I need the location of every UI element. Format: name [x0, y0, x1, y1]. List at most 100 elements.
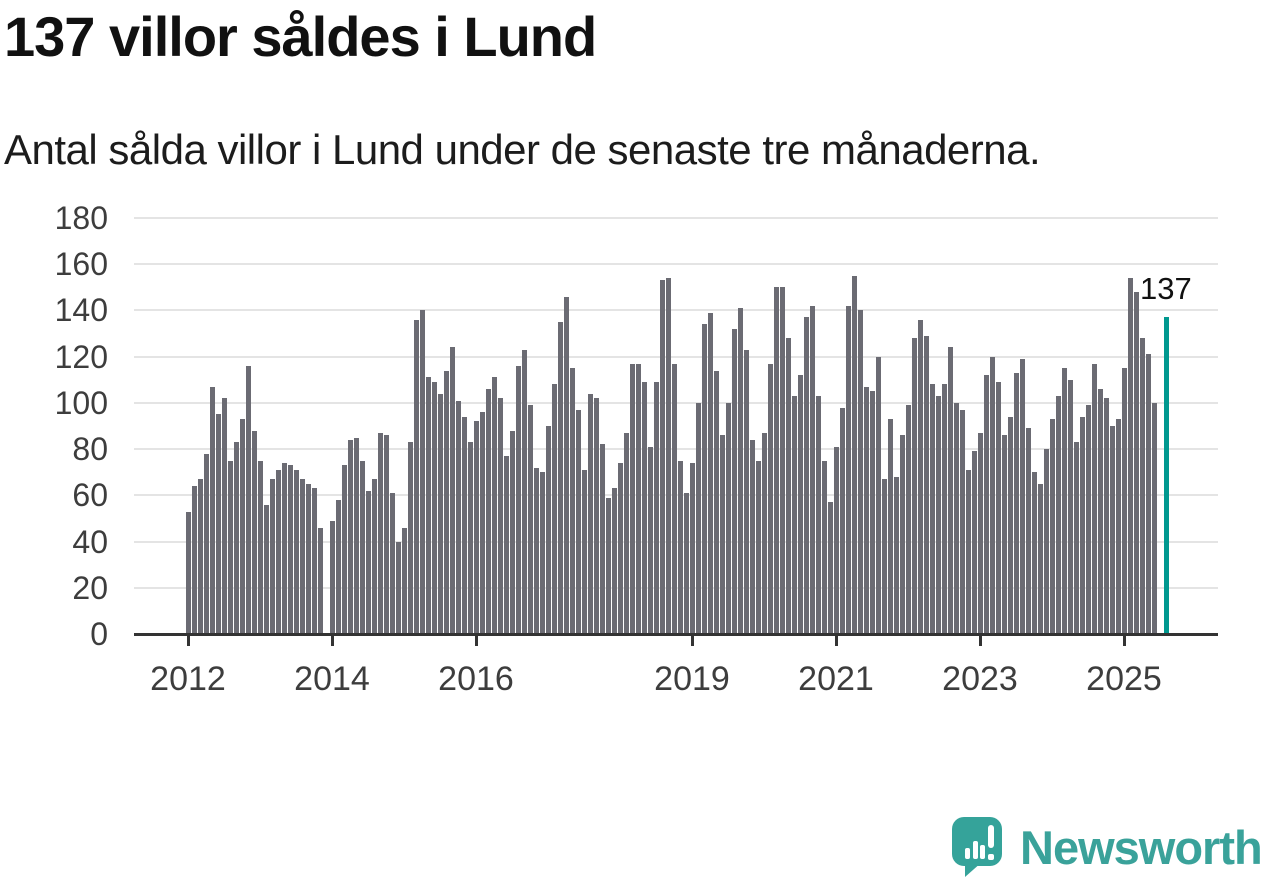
logo-exclamation-dot-icon	[988, 854, 994, 860]
bar	[1073, 442, 1079, 634]
x-axis-tick	[474, 636, 478, 646]
bar	[839, 407, 845, 634]
logo-speech-tail	[965, 862, 982, 877]
bar	[215, 414, 221, 634]
x-axis-tick	[1122, 636, 1126, 646]
bar	[419, 310, 425, 634]
y-axis-label: 160	[54, 246, 108, 283]
bar	[407, 442, 413, 634]
bar	[227, 460, 233, 634]
bar	[527, 405, 533, 634]
bar	[953, 402, 959, 634]
bar	[437, 393, 443, 634]
bar	[1097, 389, 1103, 634]
bar	[353, 437, 359, 634]
newsworthy-logo: Newsworthy	[948, 812, 1262, 878]
bar	[533, 467, 539, 634]
bar	[977, 432, 983, 634]
x-axis-label: 2023	[942, 660, 1018, 698]
brand-name: Newsworthy	[1020, 821, 1262, 874]
bar	[293, 469, 299, 634]
x-axis-tick	[186, 636, 190, 646]
bar	[449, 347, 455, 634]
bar	[767, 363, 773, 634]
bar	[503, 456, 509, 634]
bar	[971, 451, 977, 634]
bar	[1031, 472, 1037, 634]
bar	[923, 335, 929, 634]
bar	[713, 370, 719, 634]
bar	[383, 435, 389, 634]
bar	[467, 442, 473, 634]
highlight-value-label: 137	[1140, 271, 1192, 306]
bar	[653, 382, 659, 634]
gridline	[134, 355, 1218, 358]
bar	[905, 405, 911, 634]
bar	[545, 426, 551, 634]
bar	[569, 368, 575, 634]
bar	[689, 462, 695, 634]
bar	[1139, 338, 1145, 634]
bar	[317, 527, 323, 634]
bar	[857, 310, 863, 634]
x-axis-label: 2014	[294, 660, 370, 698]
x-axis-tick	[834, 636, 838, 646]
bar	[617, 462, 623, 634]
bar	[1013, 372, 1019, 634]
x-axis-label: 2019	[654, 660, 730, 698]
bar	[491, 377, 497, 634]
bar	[1145, 354, 1151, 634]
bar	[431, 382, 437, 634]
chart-subtitle: Antal sålda villor i Lund under de senas…	[4, 126, 1041, 173]
bar	[455, 400, 461, 634]
y-axis-label: 80	[72, 431, 108, 468]
bar	[347, 439, 353, 634]
bar	[269, 479, 275, 634]
bar	[1079, 416, 1085, 634]
bar	[1109, 426, 1115, 634]
bar	[1067, 379, 1073, 634]
bar	[563, 296, 569, 634]
bar	[299, 479, 305, 634]
x-axis-label: 2012	[150, 660, 226, 698]
bar	[815, 395, 821, 634]
bar	[731, 328, 737, 634]
bar	[1025, 428, 1031, 634]
bar	[995, 382, 1001, 634]
bar	[473, 421, 479, 634]
bar	[737, 308, 743, 634]
bar	[1091, 363, 1097, 634]
bar	[593, 398, 599, 634]
bar	[581, 469, 587, 634]
bar	[935, 395, 941, 634]
bar	[683, 493, 689, 634]
bar	[233, 442, 239, 634]
bar	[1133, 291, 1139, 634]
bar	[743, 349, 749, 634]
gridline	[134, 309, 1218, 312]
y-axis-label: 140	[54, 292, 108, 329]
bar	[251, 430, 257, 634]
bar	[1115, 419, 1121, 634]
bar	[989, 356, 995, 634]
y-axis-label: 60	[72, 477, 108, 514]
bar	[947, 347, 953, 634]
bar	[647, 446, 653, 634]
bar	[941, 384, 947, 634]
bar	[557, 322, 563, 634]
bar	[1007, 416, 1013, 634]
bar	[263, 504, 269, 634]
bar	[191, 486, 197, 634]
bar	[785, 338, 791, 634]
x-axis-line	[134, 633, 1218, 636]
bar	[1043, 449, 1049, 634]
logo-exclamation-icon	[988, 825, 994, 848]
bar	[791, 395, 797, 634]
bar	[1019, 358, 1025, 634]
bar	[773, 287, 779, 634]
bar	[635, 363, 641, 634]
logo-bar-icon	[965, 848, 970, 859]
bar	[1001, 435, 1007, 634]
bar	[965, 469, 971, 634]
bar-chart-plot-area: 0 20 40 60 80 100 120 140 160 180 2012 2014 2016 2019…	[54, 201, 1218, 698]
